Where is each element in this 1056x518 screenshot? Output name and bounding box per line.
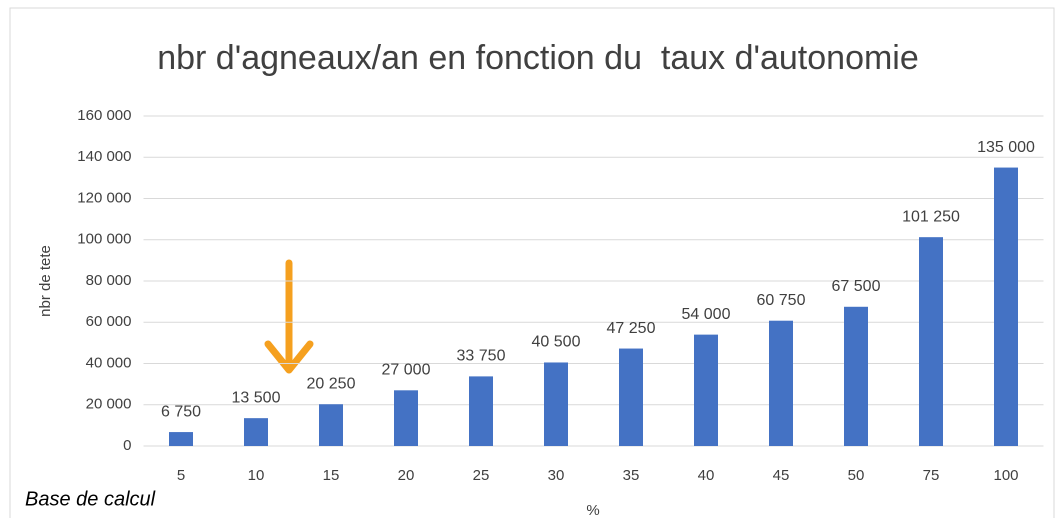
x-tick-label: 15 bbox=[323, 467, 340, 484]
x-tick-label: 45 bbox=[773, 467, 790, 484]
chart-title: nbr d'agneaux/an en fonction du taux d'a… bbox=[157, 39, 919, 77]
bar bbox=[844, 306, 868, 446]
annotation: Base de calcul bbox=[25, 488, 156, 510]
x-tick-label: 50 bbox=[848, 467, 865, 484]
y-tick-label: 160 000 bbox=[77, 107, 131, 124]
x-tick-label: 10 bbox=[248, 467, 265, 484]
y-tick-label: 100 000 bbox=[77, 231, 131, 248]
value-label: 135 000 bbox=[977, 139, 1035, 156]
x-tick-label: 75 bbox=[923, 467, 940, 484]
x-tick-label: 35 bbox=[623, 467, 640, 484]
y-tick-label: 0 bbox=[123, 437, 131, 454]
x-tick-label: 100 bbox=[993, 467, 1018, 484]
x-tick-label: 20 bbox=[398, 467, 415, 484]
value-label: 40 500 bbox=[532, 334, 581, 351]
bar bbox=[394, 390, 418, 446]
bar bbox=[619, 348, 643, 446]
y-tick-label: 120 000 bbox=[77, 189, 131, 206]
value-label: 33 750 bbox=[457, 348, 506, 365]
chart-frame bbox=[9, 7, 1055, 518]
bar bbox=[469, 376, 493, 446]
bar bbox=[544, 362, 568, 446]
x-tick-label: 25 bbox=[473, 467, 490, 484]
x-tick-label: 40 bbox=[698, 467, 715, 484]
x-tick-label: 5 bbox=[177, 467, 185, 484]
value-label: 60 750 bbox=[757, 292, 806, 309]
bar bbox=[694, 334, 718, 446]
value-label: 67 500 bbox=[832, 278, 881, 295]
value-label: 101 250 bbox=[902, 208, 960, 225]
value-label: 13 500 bbox=[232, 389, 281, 406]
value-label: 20 250 bbox=[307, 375, 356, 392]
y-axis-label: nbr de tete bbox=[37, 245, 54, 317]
bar bbox=[244, 418, 268, 446]
bar bbox=[919, 237, 943, 446]
bar bbox=[319, 404, 343, 446]
arrow bbox=[264, 259, 314, 374]
y-tick-label: 40 000 bbox=[86, 354, 132, 371]
value-label: 27 000 bbox=[382, 362, 431, 379]
bar bbox=[169, 432, 193, 446]
y-tick-label: 60 000 bbox=[86, 313, 132, 330]
y-tick-label: 20 000 bbox=[86, 396, 132, 413]
bar bbox=[769, 320, 793, 446]
y-tick-label: 80 000 bbox=[86, 272, 132, 289]
value-label: 47 250 bbox=[607, 320, 656, 337]
bar bbox=[994, 167, 1018, 446]
x-tick-label: 30 bbox=[548, 467, 565, 484]
y-tick-label: 140 000 bbox=[77, 148, 131, 165]
x-axis-label: % bbox=[586, 502, 599, 518]
value-label: 6 750 bbox=[161, 403, 201, 420]
value-label: 54 000 bbox=[682, 306, 731, 323]
